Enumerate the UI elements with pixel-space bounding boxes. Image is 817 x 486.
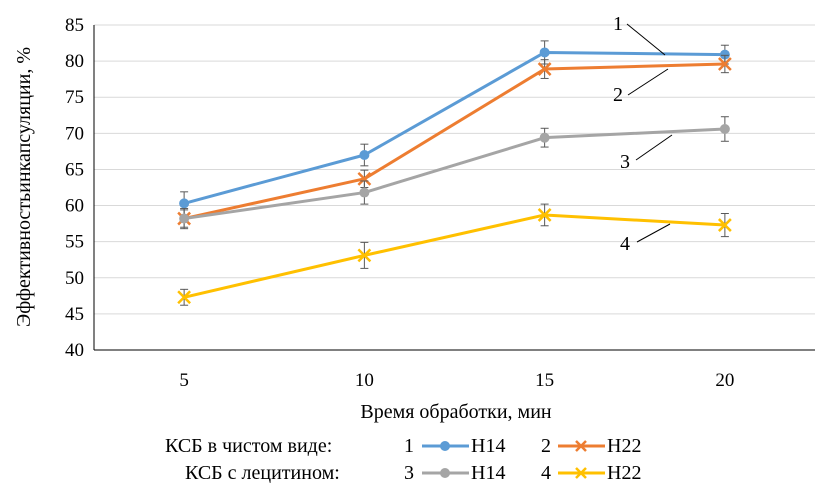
data-point (537, 208, 552, 222)
series-layer (177, 40, 732, 306)
data-point (537, 62, 552, 76)
data-point (179, 213, 190, 224)
series-4 (177, 203, 732, 306)
y-tick-label: 85 (65, 15, 84, 36)
y-tick-label: 70 (65, 123, 84, 144)
series-2 (177, 54, 732, 230)
legend-swatch-1 (422, 441, 469, 451)
data-point (717, 57, 732, 71)
legend-label-3: Н14 (471, 462, 505, 484)
leader-line-4 (636, 223, 671, 243)
legend-swatch-3 (422, 468, 469, 478)
data-point (179, 198, 190, 209)
curve-label-2: 2 (613, 68, 669, 106)
y-tick-label: 50 (65, 268, 84, 289)
legend-num-4: 4 (541, 462, 551, 484)
series-line-1 (183, 50, 725, 205)
y-tick-label: 40 (65, 340, 84, 361)
legend-row2-title: КСБ с лецитином: (185, 462, 340, 484)
leader-line-3 (635, 134, 673, 161)
series-1 (179, 40, 730, 216)
legend-swatch-2 (558, 440, 605, 452)
x-tick-label: 20 (715, 370, 734, 391)
y-tick-label: 60 (65, 196, 84, 217)
y-gridlines (94, 24, 815, 315)
data-point (539, 132, 550, 143)
legend-num-1: 1 (404, 435, 414, 457)
x-tick-label: 15 (535, 370, 554, 391)
legend-label-4: Н22 (607, 462, 641, 484)
curve-label-text-4: 4 (620, 233, 630, 255)
y-tick-label: 75 (65, 87, 84, 108)
series-line-2 (183, 62, 725, 221)
data-point (719, 124, 730, 134)
series-line-4 (183, 213, 725, 299)
curve-label-3: 3 (620, 134, 673, 173)
y-tick-label: 55 (65, 232, 84, 253)
x-axis-label: Время обработки, мин (360, 401, 552, 423)
data-point (359, 187, 370, 198)
x-tick-label: 5 (179, 370, 189, 391)
y-tick-label: 45 (65, 304, 84, 325)
curve-label-4: 4 (620, 223, 671, 255)
y-tick-labels: 40 45 50 55 60 65 70 75 80 85 (65, 15, 84, 361)
series-3 (179, 116, 730, 228)
curve-label-text-2: 2 (613, 84, 623, 106)
data-point (357, 248, 372, 263)
series-line-3 (183, 127, 725, 221)
legend-label-1: Н14 (471, 435, 505, 457)
data-point (357, 171, 372, 186)
data-point (719, 49, 730, 60)
legend: КСБ в чистом виде: 1 Н14 2 Н22 КСБ с лец… (165, 435, 641, 484)
legend-label-2: Н22 (607, 435, 641, 457)
data-point (177, 290, 192, 305)
leader-line-1 (626, 23, 666, 56)
data-point (717, 218, 732, 232)
leader-line-2 (627, 68, 669, 96)
data-point (539, 47, 550, 58)
legend-row1-title: КСБ в чистом виде: (165, 435, 332, 457)
curve-label-text-3: 3 (620, 151, 630, 173)
curve-label-1: 1 (613, 13, 666, 56)
y-axis-label: Эффективностьинкапсуляции, % (13, 47, 35, 327)
y-tick-label: 65 (65, 159, 84, 180)
x-tick-labels: 5 10 15 20 (179, 370, 734, 391)
legend-num-2: 2 (541, 435, 551, 457)
y-tick-label: 80 (65, 51, 84, 72)
x-tick-label: 10 (355, 370, 374, 391)
legend-num-3: 3 (404, 462, 414, 484)
legend-swatch-4 (558, 467, 605, 479)
data-point (359, 150, 370, 160)
curve-label-text-1: 1 (613, 13, 623, 35)
